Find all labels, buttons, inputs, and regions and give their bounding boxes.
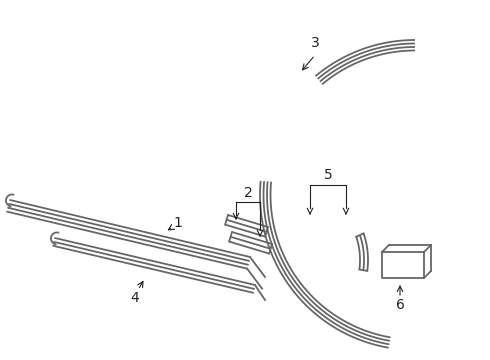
Text: 5: 5 xyxy=(323,168,332,182)
Text: 4: 4 xyxy=(131,291,139,305)
Text: 1: 1 xyxy=(173,216,182,230)
Text: 3: 3 xyxy=(311,36,319,50)
Text: 6: 6 xyxy=(395,298,404,312)
Text: 2: 2 xyxy=(244,186,252,200)
